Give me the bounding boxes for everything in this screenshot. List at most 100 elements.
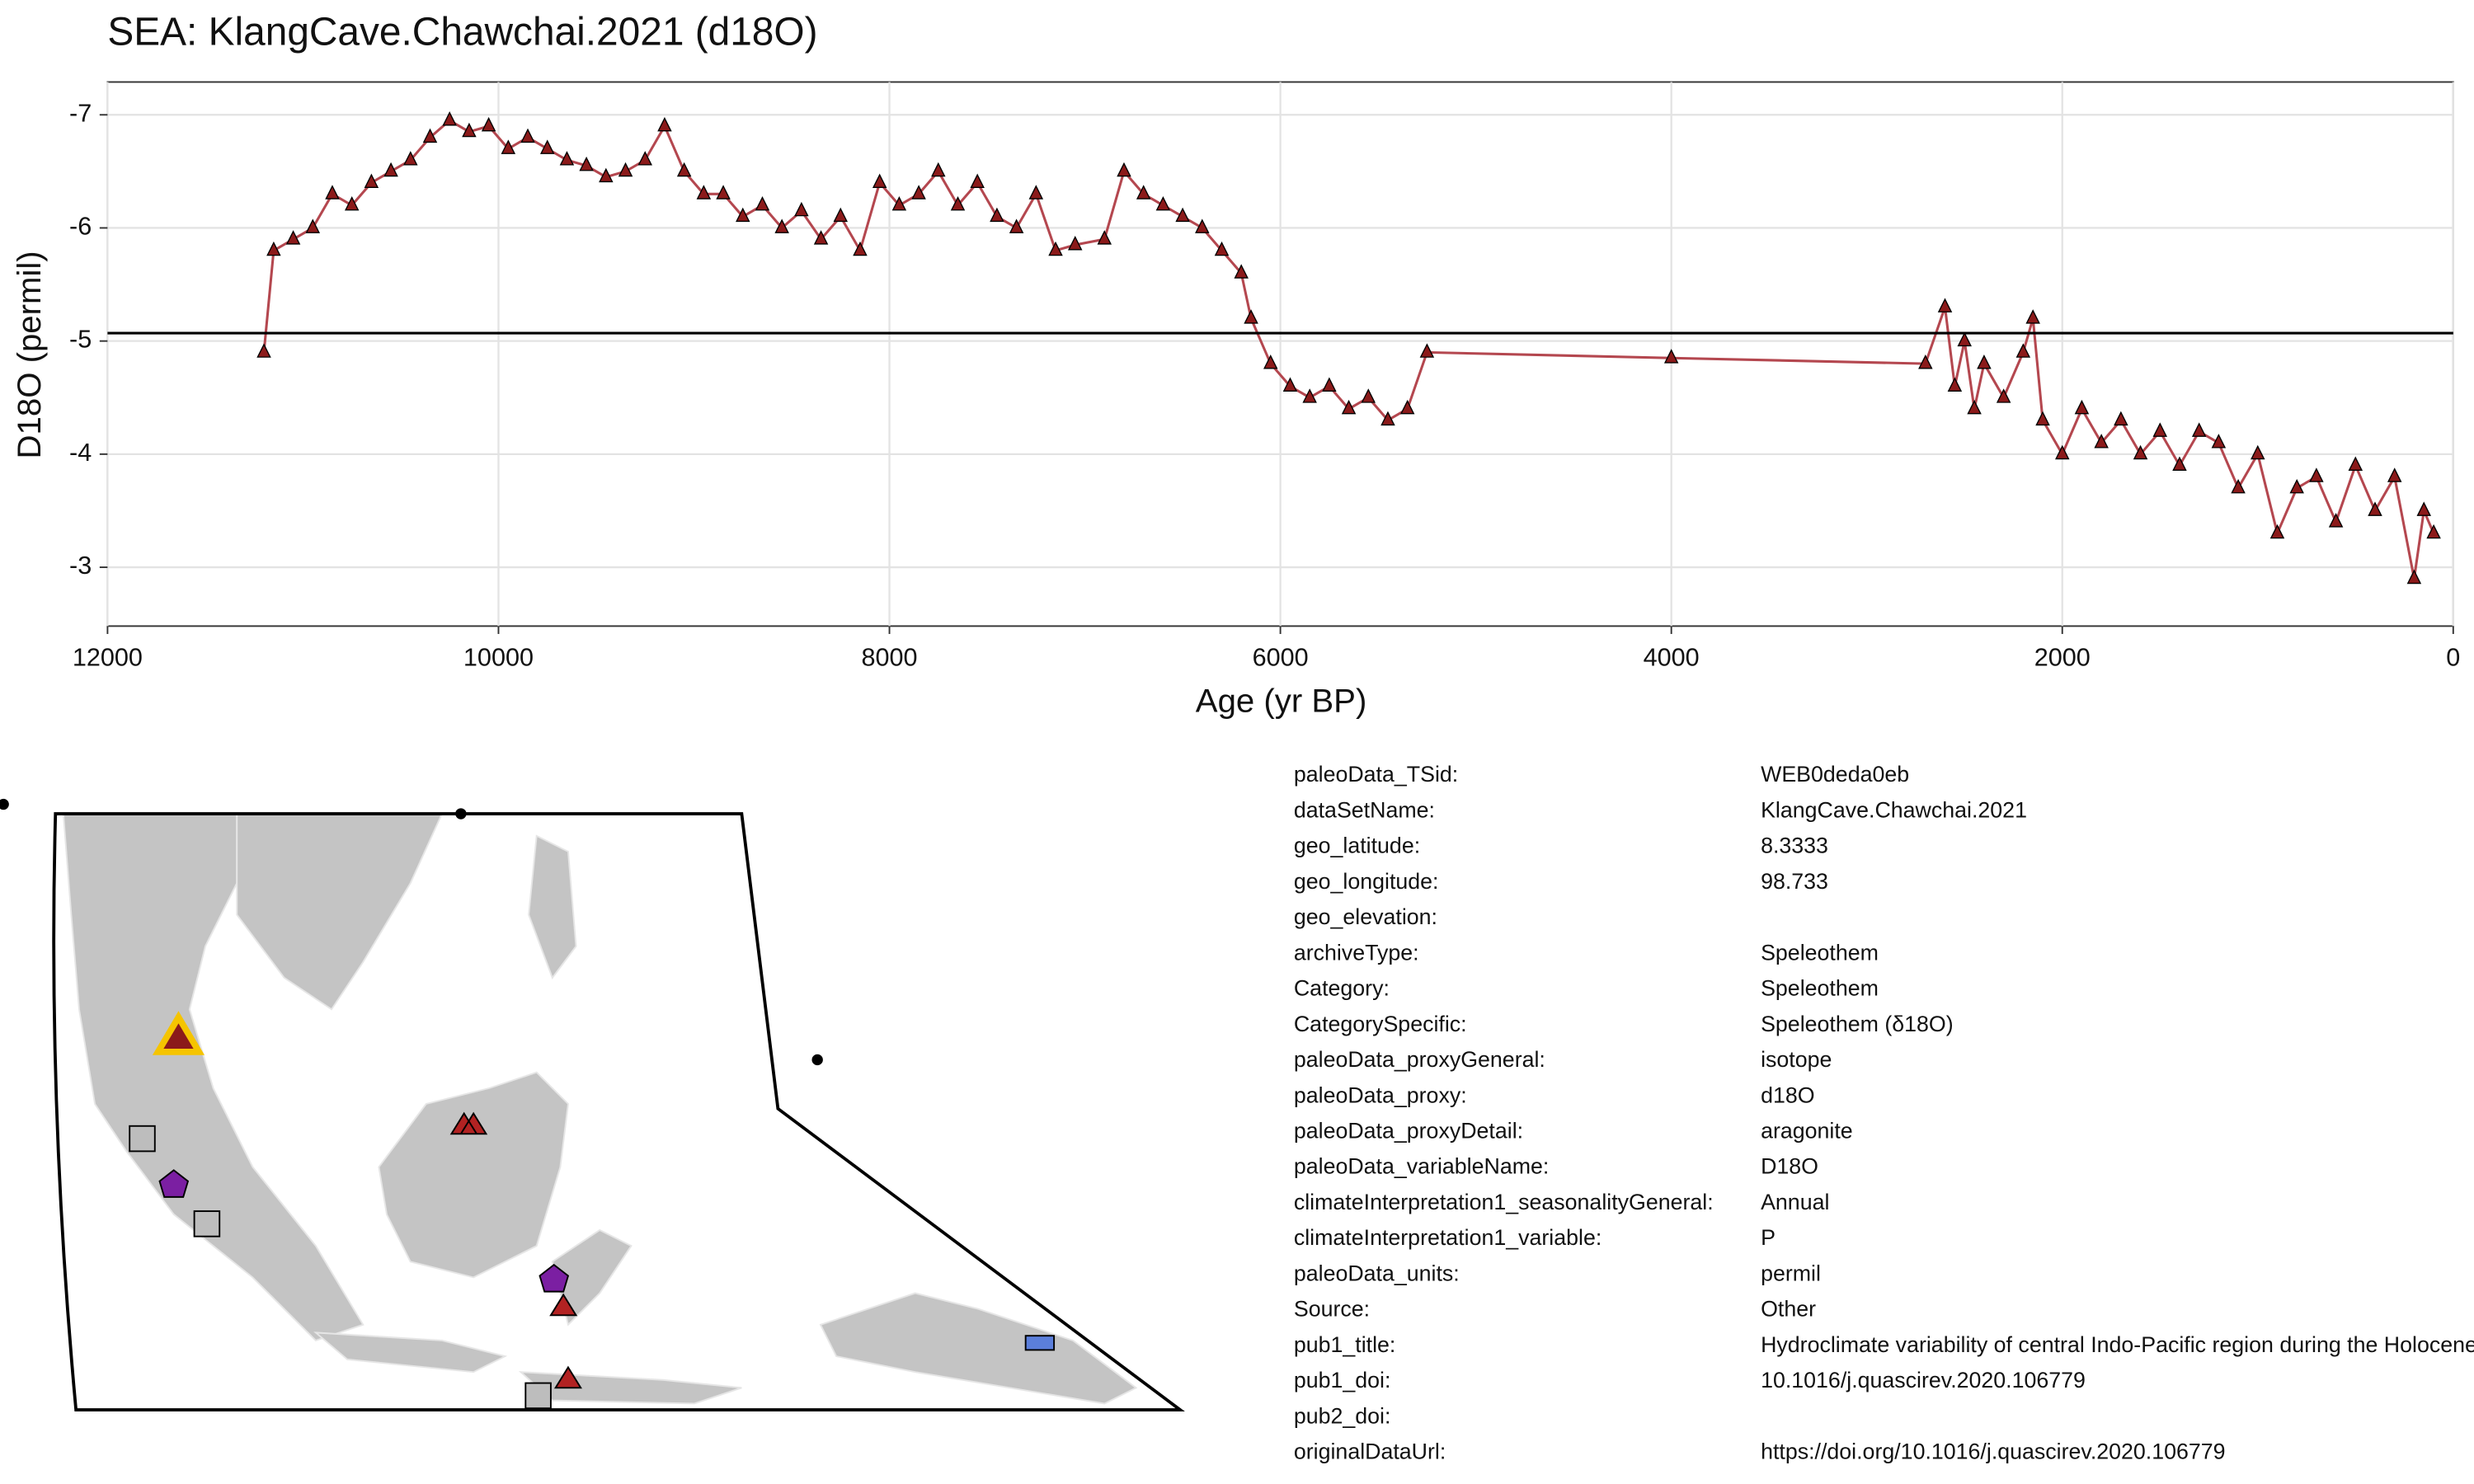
data-point	[1957, 331, 1972, 347]
data-point	[1175, 207, 1190, 223]
data-point	[599, 167, 614, 183]
metadata-value: D18O	[1761, 1154, 1818, 1179]
site-marker	[549, 1293, 578, 1317]
metadata-key: archiveType:	[1294, 940, 1419, 965]
land	[236, 813, 444, 1011]
data-point	[1663, 349, 1679, 364]
data-point	[2152, 422, 2168, 437]
metadata-value: Speleothem	[1761, 976, 1879, 1001]
metadata-value: aragonite	[1761, 1119, 1853, 1144]
data-point	[579, 156, 594, 171]
metadata-key: pub2_doi:	[1294, 1403, 1391, 1428]
y-axis-label: D18O (permil)	[11, 251, 48, 458]
data-point	[2426, 524, 2441, 539]
metadata-value: P	[1761, 1225, 1776, 1250]
data-point	[2269, 524, 2285, 539]
data-point	[911, 185, 926, 200]
data-point	[2172, 456, 2187, 471]
data-point	[1117, 162, 1131, 177]
metadata-key: dataSetName:	[1294, 797, 1435, 822]
metadata-value: permil	[1761, 1261, 1821, 1285]
data-point	[931, 162, 946, 177]
metadata-value: Hydroclimate variability of central Indo…	[1761, 1332, 2474, 1357]
data-point	[422, 128, 438, 143]
data-point	[950, 195, 966, 211]
data-point	[1048, 241, 1063, 256]
metadata-key: originalDataUrl:	[1294, 1439, 1446, 1464]
data-point	[970, 173, 985, 188]
metadata-value: 10.1016/j.quascirev.2020.106779	[1761, 1368, 2086, 1392]
data-point	[2074, 399, 2090, 415]
data-point	[1195, 218, 1210, 233]
data-point	[657, 116, 672, 132]
data-point	[1341, 399, 1357, 415]
data-point	[794, 201, 809, 217]
data-point	[1361, 388, 1376, 403]
data-point	[755, 195, 770, 211]
metadata-key: geo_elevation:	[1294, 904, 1437, 929]
data-point	[2231, 478, 2246, 494]
data-point	[676, 162, 692, 177]
data-point	[1136, 185, 1151, 200]
metadata-value: Speleothem (δ18O)	[1761, 1012, 1954, 1036]
data-point	[2035, 411, 2050, 426]
data-point	[833, 207, 849, 223]
data-point	[736, 207, 750, 223]
metadata-value: Annual	[1761, 1190, 1829, 1214]
data-point	[1419, 343, 1435, 358]
data-point	[853, 241, 868, 256]
data-point	[1244, 309, 1258, 324]
data-point	[2328, 513, 2344, 528]
data-point	[2114, 411, 2128, 426]
data-point	[2406, 569, 2422, 585]
land	[62, 813, 365, 1342]
x-tick-label: 4000	[1644, 644, 1700, 672]
data-point	[1918, 355, 1933, 369]
data-point	[2348, 456, 2363, 471]
metadata-value: 8.3333	[1761, 834, 1828, 858]
metadata-key: paleoData_variableName:	[1294, 1154, 1549, 1179]
metadata-value: Speleothem	[1761, 940, 1879, 965]
data-point	[774, 218, 789, 233]
land	[313, 1331, 508, 1374]
data-point	[344, 195, 360, 211]
data-point	[325, 185, 340, 200]
data-point	[481, 116, 496, 132]
data-point	[256, 343, 271, 358]
data-point	[1282, 377, 1298, 392]
data-point	[1009, 218, 1024, 233]
metadata-key: pub1_title:	[1294, 1332, 1396, 1357]
data-point	[1234, 264, 1249, 279]
metadata-value: WEB0deda0eb	[1761, 762, 1909, 787]
metadata-key: Category:	[1294, 976, 1390, 1001]
data-point	[2368, 501, 2382, 516]
x-tick-label: 8000	[862, 644, 918, 672]
metadata-key: climateInterpretation1_seasonalityGenera…	[1294, 1190, 1714, 1214]
data-point	[285, 230, 301, 245]
metadata-key: climateInterpretation1_variable:	[1294, 1225, 1602, 1250]
chart-title: SEA: KlangCave.Chawchai.2021 (d18O)	[107, 11, 817, 54]
metadata-key: paleoData_proxyGeneral:	[1294, 1047, 1545, 1072]
site-marker	[539, 1263, 570, 1293]
metadata-value: https://doi.org/10.1016/j.quascirev.2020…	[1761, 1439, 2225, 1464]
data-point	[1097, 230, 1112, 245]
data-point	[1155, 195, 1171, 211]
plot-layer	[107, 111, 2453, 585]
x-tick-label: 6000	[1253, 644, 1309, 672]
site-marker	[1024, 1335, 1056, 1351]
data-point	[872, 173, 887, 188]
metadata-value: KlangCave.Chawchai.2021	[1761, 797, 2027, 822]
data-point	[2191, 422, 2207, 437]
data-point	[1947, 377, 1963, 392]
metadata-key: paleoData_TSid:	[1294, 762, 1458, 787]
data-point	[1996, 388, 2011, 403]
metadata-value: isotope	[1761, 1047, 1832, 1072]
site-marker	[449, 1111, 488, 1135]
map	[0, 798, 1185, 1412]
data-point	[2211, 434, 2227, 448]
metadata-key: geo_longitude:	[1294, 869, 1439, 894]
data-point	[2015, 343, 2031, 358]
x-tick-label: 2000	[2034, 644, 2091, 672]
data-point	[990, 207, 1004, 223]
data-point	[1067, 235, 1083, 251]
